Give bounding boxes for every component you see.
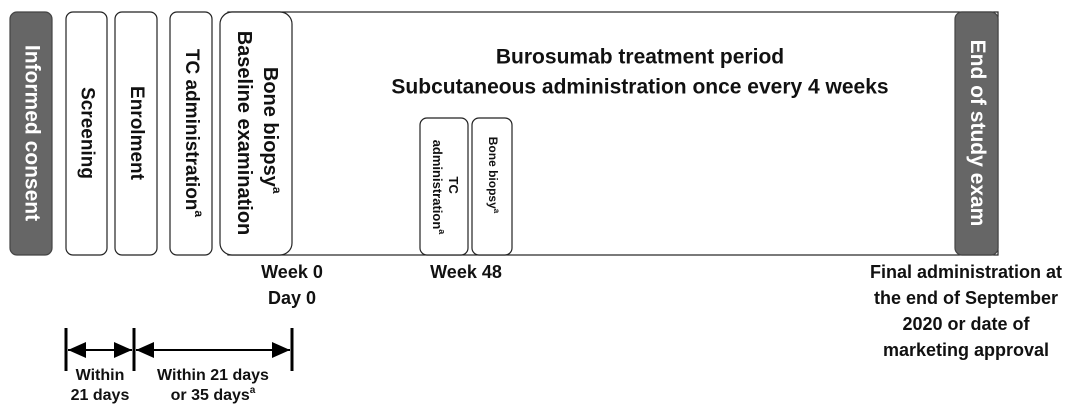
tc-administration: TC administrationa [181, 49, 206, 218]
line: Final administration at [870, 262, 1062, 282]
screening: Screening [76, 87, 97, 179]
text: or 35 days [171, 387, 250, 404]
sup: a [270, 187, 284, 194]
screening-box [65, 11, 108, 256]
text: TC administration [181, 49, 202, 211]
baseline-box [219, 11, 293, 256]
interval1: Within [76, 367, 125, 384]
treatment-box [227, 11, 999, 256]
week0: Week 0 [261, 262, 323, 282]
line: marketing approval [883, 340, 1049, 360]
week48-tc: TC administrationa [430, 140, 461, 236]
treatment-subtitle: Subcutaneous administration once every 4… [391, 76, 888, 99]
enrolment: Enrolment [126, 86, 147, 181]
sup: a [192, 210, 206, 217]
line: TC [446, 177, 461, 195]
line: administration [430, 140, 445, 230]
interval2: or 35 daysa [171, 385, 256, 404]
line: Baseline examination [233, 31, 255, 236]
end-of-study: End of study exam [966, 40, 989, 227]
text: Bone biopsy [486, 137, 500, 209]
informed-consent: Informed consent [20, 45, 43, 221]
week48-tc-box [419, 117, 469, 256]
week48: Week 48 [430, 262, 502, 282]
line: Bone biopsy [259, 67, 281, 188]
interval2: Within 21 days [157, 367, 269, 384]
line: the end of September [874, 288, 1058, 308]
interval1: 21 days [71, 387, 130, 404]
week48-biopsy-box [471, 117, 513, 256]
tc-box [169, 11, 213, 256]
sup: a [492, 209, 501, 214]
enrolment-box [114, 11, 158, 256]
day0: Day 0 [268, 288, 316, 308]
end-of-study-box [954, 11, 999, 256]
treatment-title: Burosumab treatment period [496, 46, 784, 69]
line: 2020 or date of [902, 314, 1030, 334]
final-note: Final administration at the end of Septe… [870, 262, 1062, 360]
baseline-text: Bone biopsya Baseline examination [233, 31, 284, 236]
informed-consent-box [9, 11, 53, 256]
sup: a [250, 385, 256, 396]
timeline [64, 328, 294, 371]
sup: a [437, 229, 447, 235]
week48-biopsy: Bone biopsya [486, 137, 502, 214]
